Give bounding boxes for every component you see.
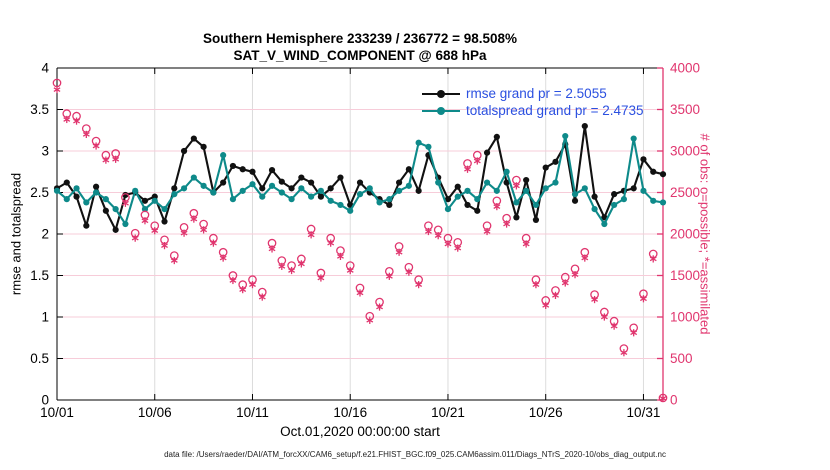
series-rmse	[53, 123, 667, 233]
svg-text:3.5: 3.5	[30, 102, 49, 117]
legend-label-totalspread: totalspread grand pr = 2.4735	[466, 103, 644, 118]
chart-subtitle: SAT_V_WIND_COMPONENT @ 688 hPa	[233, 48, 487, 63]
axes: 0 0.5 1 1.5 2 2.5 3 3.5 4 0 500 1000 1500 2000 2500 300…	[30, 61, 700, 421]
rmse-line-swatch-icon	[422, 89, 460, 99]
svg-text:1500: 1500	[670, 268, 700, 283]
left-axis-label: rmse and totalspread	[8, 172, 24, 296]
grid-lines	[57, 68, 663, 400]
right-axis-label: # of obs: o=possible; *=assimilated	[697, 133, 713, 335]
legend-item-rmse: rmse grand pr = 2.5055	[422, 85, 644, 102]
svg-text:0: 0	[41, 393, 49, 408]
svg-text:1000: 1000	[670, 310, 700, 325]
totalspread-line-swatch-icon	[422, 106, 460, 116]
svg-text:10/06: 10/06	[138, 405, 172, 420]
legend-label-rmse: rmse grand pr = 2.5055	[466, 86, 607, 101]
series-possible_obs	[52, 78, 668, 403]
chart-title: Southern Hemisphere 233239 / 236772 = 98…	[202, 31, 518, 46]
svg-text:1: 1	[41, 310, 49, 325]
svg-text:10/01: 10/01	[40, 405, 74, 420]
legend-item-totalspread: totalspread grand pr = 2.4735	[422, 102, 644, 119]
data-file-caption: data file: /Users/raeder/DAI/ATM_forcXX/…	[164, 450, 666, 459]
svg-text:4000: 4000	[670, 61, 700, 76]
x-axis-label: Oct.01,2020 00:00:00 start	[280, 424, 440, 439]
series-assimilated_obs	[53, 85, 667, 402]
svg-text:2.5: 2.5	[30, 185, 49, 200]
svg-text:2: 2	[41, 227, 49, 242]
svg-text:10/21: 10/21	[431, 405, 465, 420]
svg-text:10/11: 10/11	[236, 405, 269, 420]
svg-text:3: 3	[41, 144, 49, 159]
svg-text:2000: 2000	[670, 227, 700, 242]
legend: rmse grand pr = 2.5055 totalspread grand…	[422, 85, 644, 119]
svg-text:4: 4	[41, 61, 49, 76]
svg-text:0.5: 0.5	[30, 351, 49, 366]
svg-text:1.5: 1.5	[30, 268, 49, 283]
svg-text:10/31: 10/31	[627, 405, 661, 420]
svg-text:0: 0	[670, 393, 678, 408]
series-totalspread	[53, 132, 667, 228]
svg-text:2500: 2500	[670, 185, 700, 200]
svg-text:10/16: 10/16	[333, 405, 367, 420]
svg-text:3500: 3500	[670, 102, 700, 117]
svg-text:500: 500	[670, 351, 693, 366]
svg-text:3000: 3000	[670, 144, 700, 159]
svg-text:10/26: 10/26	[529, 405, 563, 420]
